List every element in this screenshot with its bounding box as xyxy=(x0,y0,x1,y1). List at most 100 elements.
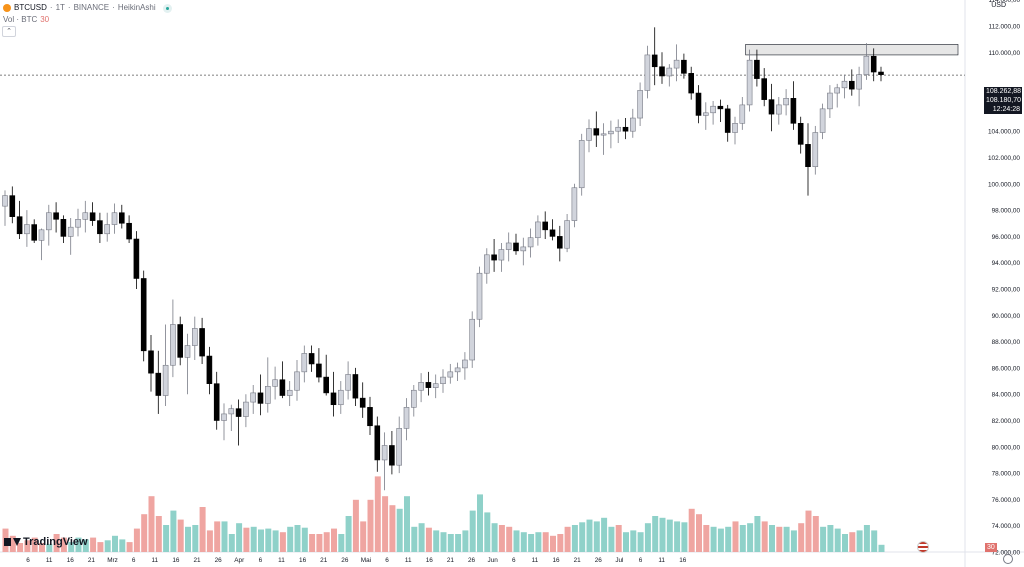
volume-bar xyxy=(112,535,118,552)
volume-bar xyxy=(455,534,462,552)
chevron-up-icon[interactable]: ⌃ xyxy=(2,26,16,37)
volume-bar xyxy=(250,526,257,552)
volume-bar xyxy=(812,516,819,552)
time-tick-label: 6 xyxy=(26,557,30,564)
candle-body xyxy=(848,80,855,90)
volume-bar xyxy=(90,537,97,552)
candles xyxy=(2,27,884,491)
candle-body xyxy=(31,224,38,241)
symbol-name[interactable]: BTCUSD xyxy=(14,3,47,12)
volume-bar xyxy=(769,525,775,552)
volume-bar xyxy=(462,530,469,552)
volume-bar xyxy=(856,530,863,552)
candle-body xyxy=(462,359,468,369)
candle-body xyxy=(162,364,169,396)
volume-bar xyxy=(294,525,301,552)
candle-body xyxy=(418,382,424,391)
candle-body xyxy=(425,382,432,388)
volume-bar xyxy=(834,528,841,552)
time-axis[interactable]: 6 11 16 21 Mrz 6 11 16 21 26 Apr 6 11 16 21 26 Mai 6 11 16 2… xyxy=(26,557,687,564)
volume-bar xyxy=(396,508,403,552)
price-tick-label: 88.000,00 xyxy=(992,339,1021,346)
volume-bar xyxy=(119,539,126,552)
time-tick-label: 6 xyxy=(259,557,263,564)
candle-body xyxy=(542,221,549,231)
volume-bar xyxy=(659,517,666,552)
candle-body xyxy=(199,328,205,357)
candle-body xyxy=(316,363,322,378)
time-tick-label: Jul xyxy=(615,557,623,564)
volume-bar xyxy=(360,521,367,552)
time-tick-label: 6 xyxy=(385,557,389,564)
volume-bar xyxy=(192,525,199,552)
time-tick-label: Mai xyxy=(361,557,371,564)
tradingview-logo[interactable]: TradingView xyxy=(4,536,88,548)
candle-body xyxy=(389,445,395,466)
volume-row[interactable]: Vol · BTC 30 xyxy=(3,14,172,26)
candle-body xyxy=(67,226,74,237)
volume-bar xyxy=(871,530,878,552)
time-tick-label: 6 xyxy=(639,557,643,564)
candle-body xyxy=(104,224,110,235)
candle-body xyxy=(308,353,315,365)
volume-bar xyxy=(265,528,272,552)
currency-selector[interactable]: USD xyxy=(991,2,1006,9)
candle-body xyxy=(469,318,476,361)
candle-body xyxy=(294,371,300,391)
time-tick-label: 16 xyxy=(299,557,307,564)
candle-body xyxy=(192,328,198,346)
price-tick-label: 100.000,00 xyxy=(988,181,1020,188)
volume-bar xyxy=(739,525,746,552)
symbol-row[interactable]: BTCUSD · 1T · BINANCE · HeikinAshi xyxy=(3,2,172,14)
price-tick-label: 102.000,00 xyxy=(988,155,1020,162)
candle-body xyxy=(732,123,738,133)
candle-body xyxy=(155,372,162,396)
visibility-icon[interactable] xyxy=(162,3,172,13)
time-tick-label: 11 xyxy=(405,557,412,564)
volume-bar xyxy=(236,523,243,552)
gear-icon[interactable] xyxy=(1003,554,1013,564)
volume-bar xyxy=(630,530,637,552)
volume-bar xyxy=(82,539,89,552)
volume-bar xyxy=(53,534,60,552)
volume-bar xyxy=(287,526,294,552)
candle-body xyxy=(571,187,578,221)
interval-label[interactable]: 1T xyxy=(55,3,65,12)
candle-body xyxy=(834,87,841,94)
candle-body xyxy=(140,278,147,352)
volume-bar xyxy=(323,532,330,552)
volume-bar xyxy=(717,528,724,552)
time-tick-label: 6 xyxy=(132,557,136,564)
candle-body xyxy=(856,74,862,90)
candle-body xyxy=(476,272,483,320)
candle-body xyxy=(279,379,286,396)
price-axis[interactable]: 72.000,00 74.000,00 76.000,00 78.000,00 80.0… xyxy=(988,0,1021,557)
candle-body xyxy=(447,371,454,378)
volume-bar xyxy=(170,510,177,552)
candle-body xyxy=(24,224,30,235)
candle-body xyxy=(535,221,541,239)
candle-body xyxy=(440,376,446,384)
separator: · xyxy=(49,3,53,12)
volume-bar xyxy=(345,516,352,552)
candle-body xyxy=(586,128,592,141)
us-flag-icon[interactable] xyxy=(917,541,929,553)
resistance-zone-box[interactable] xyxy=(745,44,959,56)
candle-body xyxy=(264,386,271,404)
current-price-label: 108.262,88 xyxy=(984,87,1022,96)
volume-bar xyxy=(309,534,316,552)
volume-bar xyxy=(46,543,53,552)
candle-body xyxy=(878,71,884,75)
time-tick-label: 16 xyxy=(426,557,434,564)
candle-body xyxy=(381,445,388,461)
candle-body xyxy=(89,212,96,221)
candle-body xyxy=(600,133,607,136)
candle-body xyxy=(768,99,775,115)
candle-body xyxy=(863,55,870,75)
volume-bar xyxy=(133,528,140,552)
time-tick-label: 16 xyxy=(552,557,560,564)
volume-bar xyxy=(878,544,885,552)
candle-body xyxy=(374,425,381,461)
time-tick-label: 21 xyxy=(193,557,201,564)
